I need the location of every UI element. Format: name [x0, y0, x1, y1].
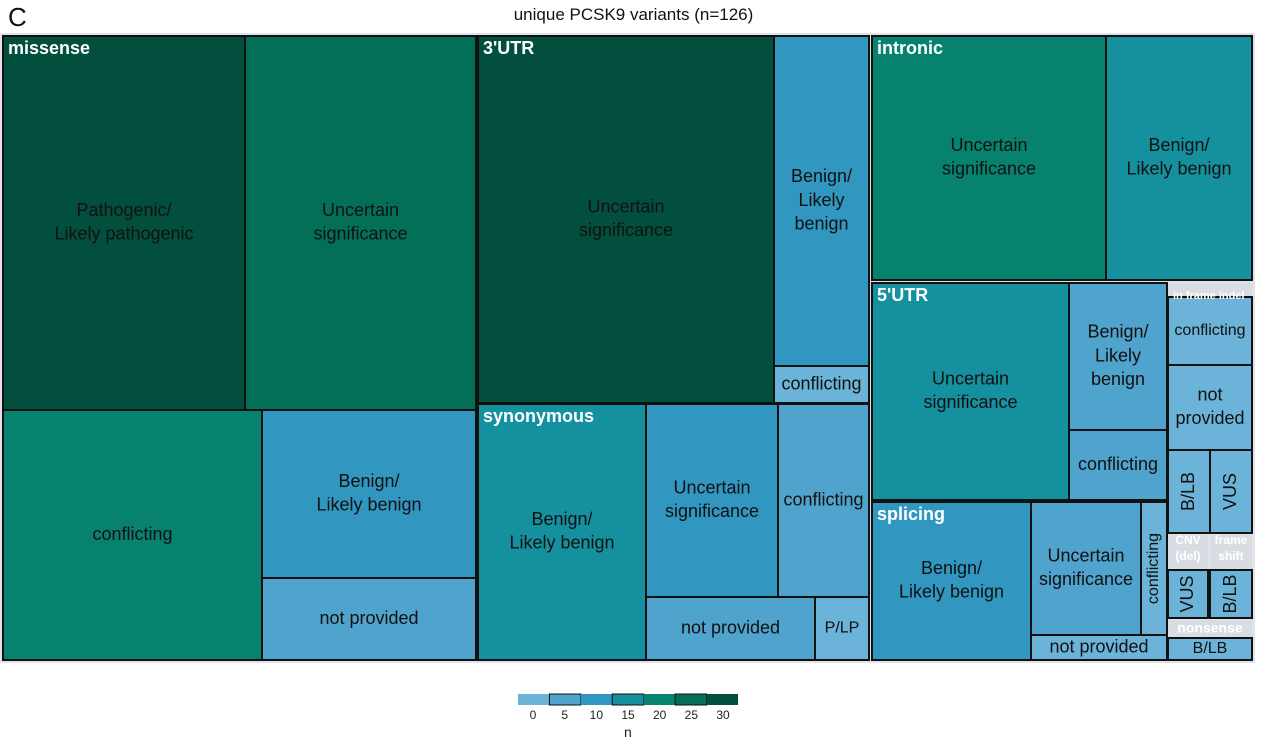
- cell-label: Uncertain significance: [579, 196, 673, 240]
- legend-swatch: [518, 694, 550, 705]
- group-label: missense: [8, 38, 90, 58]
- color-legend: [518, 693, 738, 706]
- cell-missense-not-provided: [261, 577, 477, 661]
- cell-missense-conflicting: [2, 409, 263, 661]
- cell-synonymous-p-lp: [814, 596, 870, 661]
- cell-missense-uncertain-significance: [244, 35, 477, 411]
- group-cnv-del: VUS CNV (del): [1167, 533, 1209, 619]
- legend-tick-label: 15: [621, 708, 635, 722]
- legend-swatch: [706, 694, 738, 705]
- cell-label: conflicting: [1145, 533, 1162, 604]
- group-label: 5'UTR: [877, 285, 928, 305]
- cell-label: conflicting: [783, 489, 863, 509]
- cell-nonsense-b-lb: [1167, 637, 1253, 661]
- cell-3-utr-uncertain-significance: [477, 35, 775, 404]
- cell-label: Benign/Likely benign: [1126, 135, 1231, 179]
- cell-cnv-del-vus: [1167, 569, 1209, 619]
- cell-label: VUS: [1220, 473, 1240, 510]
- cell-synonymous-uncertain-significance: [645, 403, 779, 598]
- panel-letter: C: [8, 2, 27, 32]
- group-in-frame-indel: conflicting not provided B/LB VUS in frame in…: [1167, 283, 1253, 534]
- legend-tick-label: 20: [652, 708, 667, 722]
- cell-label: VUS: [1177, 575, 1197, 612]
- cell-label: conflicting: [781, 373, 861, 393]
- group-label: splicing: [877, 504, 945, 524]
- cell-label: P/LP: [825, 620, 860, 637]
- group-label: 3'UTR: [483, 38, 534, 58]
- group-5-utr: Uncertain significance Benign/Likely benign…: [871, 282, 1168, 501]
- legend-swatch: [548, 693, 582, 706]
- cell-label: Benign/Likely benign: [791, 166, 852, 234]
- group-frame-shift: B/LB frame shift: [1209, 533, 1253, 619]
- group-label: frame shift: [1215, 533, 1248, 563]
- cell-synonymous-benign-likely-benign: [477, 403, 647, 661]
- cell-splicing-benign-likely-benign: [871, 501, 1032, 661]
- cell-in-frame-indel-conflicting: [1167, 296, 1253, 366]
- cell-frame-shift-b-lb: [1209, 569, 1253, 619]
- cell-3-utr-benign-likely-benign: [773, 35, 870, 367]
- cell-in-frame-indel-vus: [1209, 449, 1253, 534]
- chart-title: unique PCSK9 variants (n=126): [513, 5, 754, 24]
- group-missense: Pathogenic/Likely pathogenic Uncertain sig…: [2, 35, 477, 661]
- cell-label: Benign/Likely benign: [1087, 321, 1148, 389]
- cell-label: conflicting: [1078, 454, 1158, 474]
- group-3-utr: Uncertain significance Benign/Likely benign…: [477, 35, 870, 404]
- cell-label: Uncertain significance: [665, 477, 759, 521]
- group-label: CNV (del): [1175, 533, 1200, 563]
- cell-5-utr-conflicting: [1068, 429, 1168, 501]
- group-intronic: Uncertain significance Benign/Likely benig…: [871, 35, 1253, 281]
- cell-synonymous-not-provided: [645, 596, 816, 661]
- group-splicing: Benign/Likely benign Uncertain significanc…: [871, 501, 1168, 661]
- legend-label: n: [624, 724, 632, 740]
- cell-label: B/LB: [1220, 574, 1240, 613]
- cell-label: Uncertain significance: [1039, 545, 1133, 589]
- cell-missense-pathogenic-likely-pathogenic: [2, 35, 246, 411]
- cell-label: conflicting: [1174, 322, 1245, 339]
- group-label: nonsense: [1177, 620, 1243, 636]
- cell-label: not provided: [681, 617, 780, 637]
- group-label: synonymous: [483, 406, 594, 426]
- cell-label: Uncertain significance: [942, 135, 1036, 179]
- cell-3-utr-conflicting: [773, 365, 870, 404]
- legend-swatch: [674, 693, 708, 706]
- cell-synonymous-conflicting: [777, 403, 870, 598]
- group-nonsense: B/LB nonsense: [1167, 620, 1253, 661]
- cell-5-utr-uncertain-significance: [871, 282, 1070, 501]
- cell-label: B/LB: [1178, 472, 1198, 511]
- cell-intronic-benign-likely-benign: [1105, 35, 1253, 281]
- group-label: intronic: [877, 38, 943, 58]
- cell-intronic-uncertain-significance: [871, 35, 1107, 281]
- legend-tick-label: 10: [589, 708, 604, 722]
- legend-swatch: [580, 694, 613, 705]
- cell-label: Uncertain significance: [923, 368, 1017, 412]
- cell-in-frame-indel-not-provided: [1167, 364, 1253, 451]
- cell-label: Uncertain significance: [313, 200, 407, 244]
- legend-tick-label: 30: [716, 708, 730, 722]
- cell-label: not provided: [319, 608, 418, 628]
- cell-5-utr-benign-likely-benign: [1068, 282, 1168, 431]
- cell-label: Benign/Likely benign: [316, 471, 421, 515]
- cell-label: conflicting: [92, 524, 172, 544]
- legend-swatch: [643, 694, 676, 705]
- legend-swatch: [611, 693, 645, 706]
- cell-label: not provided: [1175, 384, 1244, 428]
- group-synonymous: Benign/Likely benign Uncertain significanc…: [477, 403, 870, 661]
- cell-label: not provided: [1049, 636, 1148, 656]
- cell-label: Benign/Likely benign: [899, 558, 1004, 602]
- legend-tick-label: 0: [529, 708, 537, 722]
- cell-missense-benign-likely-benign: [261, 409, 477, 579]
- legend-tick-label: 5: [561, 708, 568, 722]
- cell-label: B/LB: [1193, 640, 1228, 657]
- group-label: in frame indel: [1173, 290, 1245, 302]
- cell-label: Benign/Likely benign: [509, 509, 614, 553]
- cell-in-frame-indel-b-lb: [1167, 449, 1211, 534]
- legend-tick-label: 25: [684, 708, 699, 722]
- cell-label: Pathogenic/Likely pathogenic: [54, 200, 193, 244]
